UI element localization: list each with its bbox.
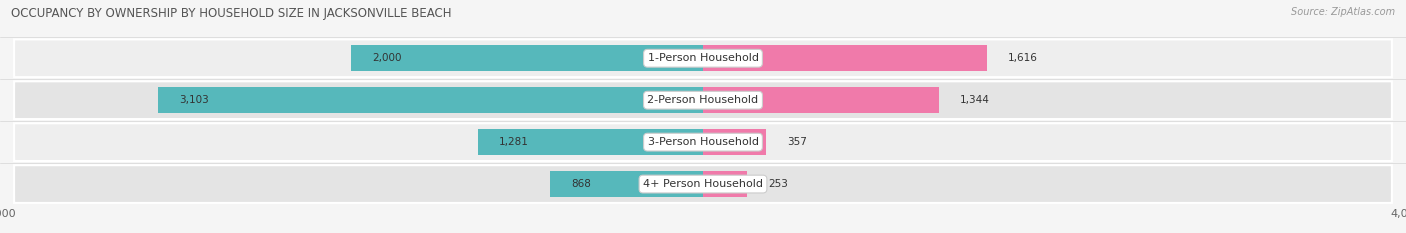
FancyBboxPatch shape — [14, 81, 1392, 119]
Text: 1,616: 1,616 — [1008, 53, 1038, 63]
Text: 4+ Person Household: 4+ Person Household — [643, 179, 763, 189]
Text: 1,281: 1,281 — [499, 137, 529, 147]
FancyBboxPatch shape — [14, 123, 1392, 161]
FancyBboxPatch shape — [14, 39, 1392, 77]
Text: 3-Person Household: 3-Person Household — [648, 137, 758, 147]
Text: OCCUPANCY BY OWNERSHIP BY HOUSEHOLD SIZE IN JACKSONVILLE BEACH: OCCUPANCY BY OWNERSHIP BY HOUSEHOLD SIZE… — [11, 7, 451, 20]
Bar — [703, 171, 748, 197]
Text: 357: 357 — [787, 137, 807, 147]
Text: 1,344: 1,344 — [960, 95, 990, 105]
Text: 3,103: 3,103 — [179, 95, 208, 105]
Text: 1-Person Household: 1-Person Household — [648, 53, 758, 63]
Bar — [703, 45, 987, 71]
Text: 253: 253 — [769, 179, 789, 189]
Bar — [352, 45, 703, 71]
Bar — [703, 87, 939, 113]
FancyBboxPatch shape — [14, 165, 1392, 203]
Text: 868: 868 — [571, 179, 592, 189]
Bar — [550, 171, 703, 197]
Bar — [478, 129, 703, 155]
Text: 2-Person Household: 2-Person Household — [647, 95, 759, 105]
Bar — [157, 87, 703, 113]
Text: Source: ZipAtlas.com: Source: ZipAtlas.com — [1291, 7, 1395, 17]
Text: 2,000: 2,000 — [373, 53, 402, 63]
Bar — [703, 129, 766, 155]
